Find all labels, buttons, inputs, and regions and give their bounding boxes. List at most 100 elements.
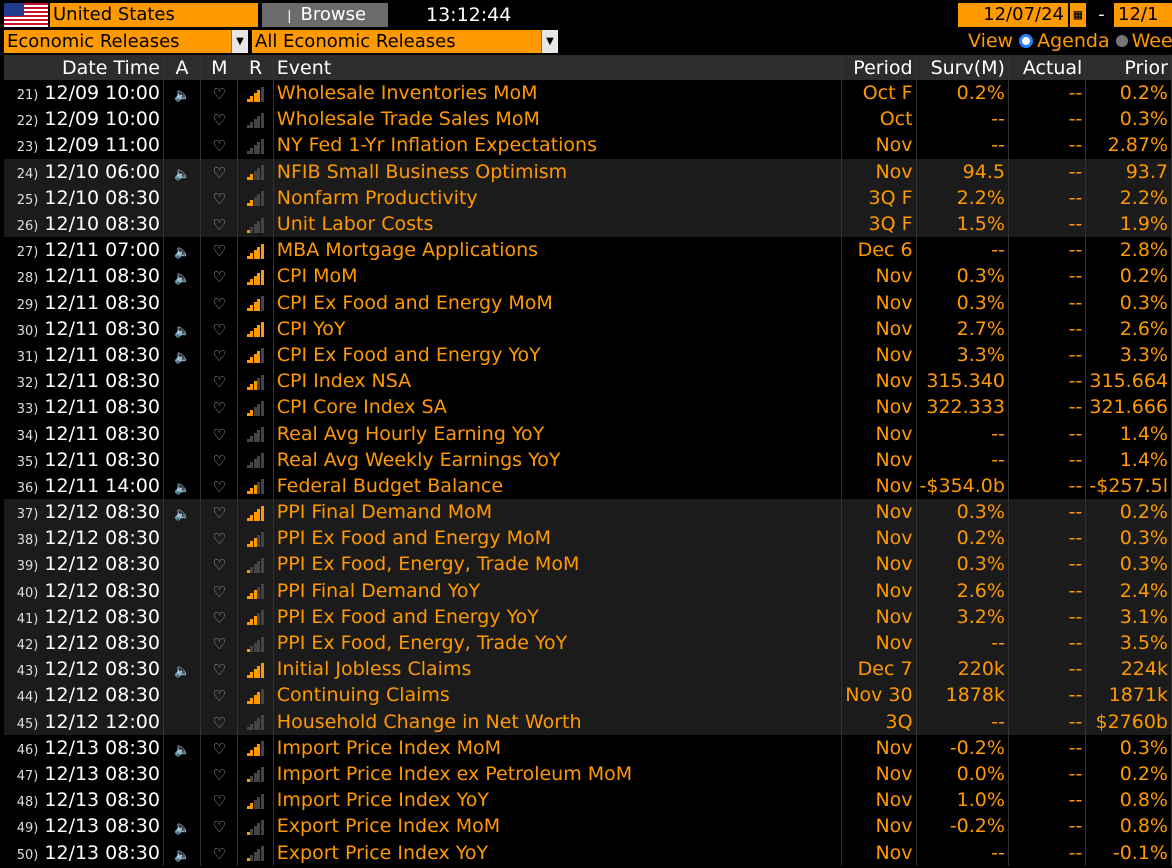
row-number[interactable]: 31) — [16, 349, 39, 365]
event-name[interactable]: Initial Jobless Claims — [273, 656, 843, 683]
event-name[interactable]: Wholesale Trade Sales MoM — [273, 106, 843, 133]
row-number[interactable]: 32) — [16, 376, 39, 392]
bell-icon[interactable]: ♡ — [212, 635, 226, 654]
calendar-icon[interactable]: ▦ — [1070, 3, 1086, 27]
table-row[interactable]: 31) 12/11 08:30 🔈 ♡ CPI Ex Food and Energy … — [4, 341, 1172, 369]
table-row[interactable]: 40) 12/12 08:30 ♡ PPI Final Demand YoY Nov 2… — [4, 577, 1172, 604]
event-name[interactable]: NFIB Small Business Optimism — [273, 158, 843, 185]
row-number[interactable]: 36) — [16, 480, 39, 496]
col-period[interactable]: Period — [841, 55, 917, 80]
bell-icon[interactable]: ♡ — [212, 477, 226, 496]
table-row[interactable]: 50) 12/13 08:30 🔈 ♡ Export Price Index YoY N… — [4, 839, 1172, 866]
speaker-icon[interactable]: 🔈 — [173, 664, 191, 680]
speaker-icon[interactable]: 🔈 — [173, 349, 191, 365]
table-row[interactable]: 32) 12/11 08:30 ♡ CPI Index NSA Nov 315.340-… — [4, 368, 1172, 395]
browse-button[interactable]: ❘ Browse — [262, 3, 388, 27]
table-row[interactable]: 21) 12/09 10:00 🔈 ♡ Wholesale Inventories M… — [4, 80, 1172, 107]
col-m[interactable]: M — [200, 55, 239, 80]
event-name[interactable]: CPI Ex Food and Energy MoM — [273, 289, 843, 316]
bell-icon[interactable]: ♡ — [212, 582, 226, 601]
bell-icon[interactable]: ♡ — [212, 451, 226, 470]
bell-icon[interactable]: ♡ — [212, 216, 226, 235]
bell-icon[interactable]: ♡ — [212, 163, 226, 182]
row-number[interactable]: 28) — [16, 271, 39, 287]
speaker-icon[interactable]: 🔈 — [173, 166, 191, 182]
event-name[interactable]: PPI Ex Food and Energy MoM — [273, 525, 843, 552]
event-name[interactable]: Import Price Index YoY — [273, 787, 843, 814]
col-datetime[interactable]: Date Time — [4, 55, 164, 80]
agenda-label[interactable]: Agenda — [1037, 30, 1110, 52]
row-number[interactable]: 49) — [16, 821, 39, 837]
event-name[interactable]: Import Price Index MoM — [273, 734, 843, 761]
event-name[interactable]: PPI Final Demand YoY — [273, 577, 843, 604]
bell-icon[interactable]: ♡ — [212, 608, 226, 627]
event-name[interactable]: PPI Ex Food, Energy, Trade MoM — [273, 551, 843, 578]
speaker-icon[interactable]: 🔈 — [173, 821, 191, 837]
row-number[interactable]: 24) — [16, 166, 39, 182]
row-number[interactable]: 25) — [16, 192, 39, 208]
event-name[interactable]: PPI Ex Food and Energy YoY — [273, 603, 843, 630]
row-number[interactable]: 45) — [16, 716, 39, 732]
row-number[interactable]: 41) — [16, 611, 39, 627]
event-name[interactable]: Continuing Claims — [273, 682, 843, 709]
row-number[interactable]: 26) — [16, 219, 39, 235]
bell-icon[interactable]: ♡ — [212, 739, 226, 758]
row-number[interactable]: 50) — [16, 847, 39, 863]
table-row[interactable]: 43) 12/12 08:30 🔈 ♡ Initial Jobless Claims D… — [4, 656, 1172, 683]
event-name[interactable]: PPI Final Demand MoM — [273, 499, 843, 526]
row-number[interactable]: 48) — [16, 795, 39, 811]
row-number[interactable]: 39) — [16, 559, 39, 575]
event-name[interactable]: Federal Budget Balance — [273, 472, 843, 499]
bell-icon[interactable]: ♡ — [212, 85, 226, 104]
chevron-down-icon[interactable]: ▼ — [541, 30, 558, 53]
bell-icon[interactable]: ♡ — [212, 556, 226, 575]
event-name[interactable]: Wholesale Inventories MoM — [273, 80, 843, 107]
table-row[interactable]: 47) 12/13 08:30 ♡ Import Price Index ex Pe… — [4, 760, 1172, 788]
event-name[interactable]: Household Change in Net Worth — [273, 708, 843, 735]
table-row[interactable]: 42) 12/12 08:30 ♡ PPI Ex Food, Energy, Tra… — [4, 629, 1172, 657]
event-name[interactable]: Export Price Index MoM — [273, 813, 843, 840]
row-number[interactable]: 22) — [16, 114, 39, 130]
row-number[interactable]: 42) — [16, 638, 39, 654]
table-row[interactable]: 45) 12/12 12:00 ♡ Household Change in Net … — [4, 708, 1172, 735]
table-row[interactable]: 35) 12/11 08:30 ♡ Real Avg Weekly Earnings… — [4, 446, 1172, 473]
table-row[interactable]: 41) 12/12 08:30 ♡ PPI Ex Food and Energy Y… — [4, 603, 1172, 630]
event-name[interactable]: CPI YoY — [273, 315, 843, 342]
end-date-field[interactable]: 12/1 — [1114, 3, 1172, 27]
bell-icon[interactable]: ♡ — [212, 268, 226, 287]
speaker-icon[interactable]: 🔈 — [173, 847, 191, 863]
subcategory-dropdown[interactable]: All Economic Releases ▼ — [252, 30, 558, 53]
event-name[interactable]: CPI Core Index SA — [273, 394, 843, 421]
table-row[interactable]: 34) 12/11 08:30 ♡ Real Avg Hourly Earning … — [4, 420, 1172, 447]
table-row[interactable]: 30) 12/11 08:30 🔈 ♡ CPI YoY Nov 2.7% -- 2.6% — [4, 315, 1172, 342]
bell-icon[interactable]: ♡ — [212, 425, 226, 444]
col-event[interactable]: Event — [273, 55, 843, 80]
row-number[interactable]: 27) — [16, 245, 39, 261]
bell-icon[interactable]: ♡ — [212, 320, 226, 339]
table-row[interactable]: 29) 12/11 08:30 ♡ CPI Ex Food and Energy M… — [4, 289, 1172, 316]
table-row[interactable]: 36) 12/11 14:00 🔈 ♡ Federal Budget Balance N… — [4, 472, 1172, 499]
bell-icon[interactable]: ♡ — [212, 294, 226, 313]
row-number[interactable]: 47) — [16, 768, 39, 784]
table-row[interactable]: 38) 12/12 08:30 ♡ PPI Ex Food and Energy M… — [4, 525, 1172, 552]
row-number[interactable]: 46) — [16, 742, 39, 758]
row-number[interactable]: 33) — [16, 402, 39, 418]
event-name[interactable]: CPI Index NSA — [273, 368, 843, 395]
bell-icon[interactable]: ♡ — [212, 792, 226, 811]
col-prior[interactable]: Prior — [1085, 55, 1172, 80]
row-number[interactable]: 23) — [16, 140, 39, 156]
row-number[interactable]: 43) — [16, 664, 39, 680]
week-radio[interactable] — [1115, 34, 1128, 47]
speaker-icon[interactable]: 🔈 — [173, 88, 191, 104]
week-label[interactable]: Wee — [1131, 30, 1172, 52]
table-row[interactable]: 23) 12/09 11:00 ♡ NY Fed 1-Yr Inflation Ex… — [4, 132, 1172, 159]
event-name[interactable]: MBA Mortgage Applications — [273, 237, 843, 264]
start-date-field[interactable]: 12/07/24 — [958, 3, 1068, 27]
table-row[interactable]: 46) 12/13 08:30 🔈 ♡ Import Price Index MoM N… — [4, 734, 1172, 761]
event-name[interactable]: CPI MoM — [273, 263, 843, 290]
event-name[interactable]: Nonfarm Productivity — [273, 184, 843, 211]
row-number[interactable]: 29) — [16, 297, 39, 313]
bell-icon[interactable]: ♡ — [212, 504, 226, 523]
bell-icon[interactable]: ♡ — [212, 713, 226, 732]
table-row[interactable]: 37) 12/12 08:30 🔈 ♡ PPI Final Demand MoM Nov… — [4, 499, 1172, 526]
